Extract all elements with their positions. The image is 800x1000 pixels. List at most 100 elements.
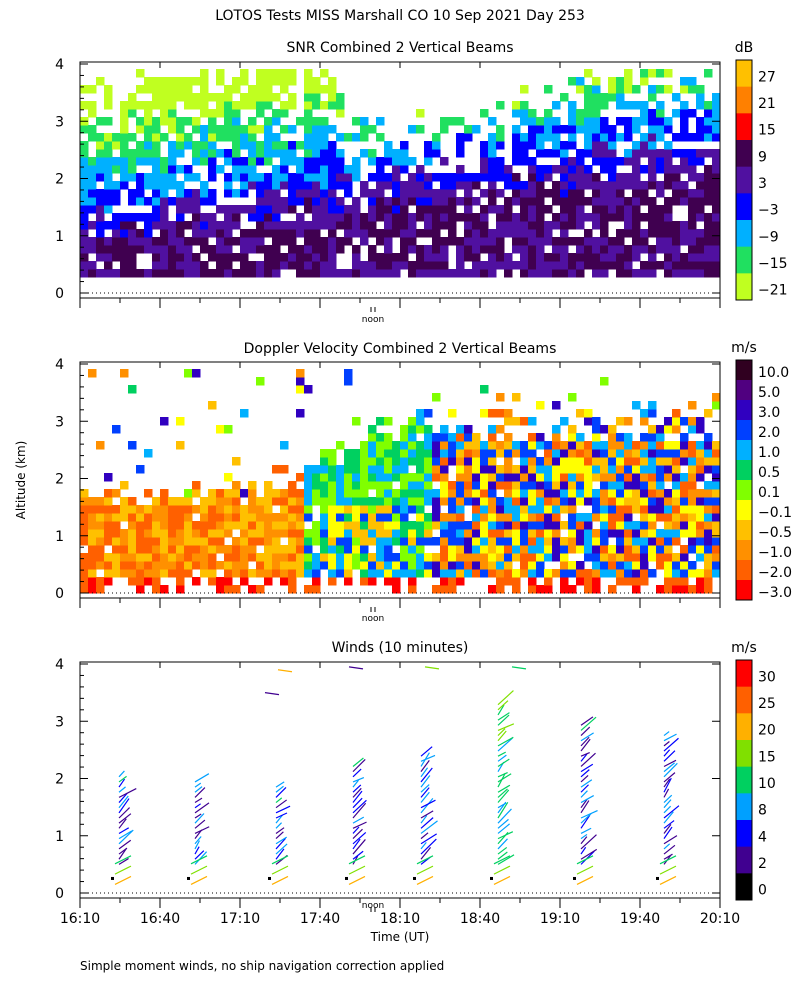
wind-barb xyxy=(497,802,507,809)
heatmap-cell xyxy=(328,505,337,514)
heatmap-cell xyxy=(584,253,593,262)
heatmap-cell xyxy=(168,561,177,570)
heatmap-cell xyxy=(424,261,433,270)
heatmap-cell xyxy=(504,165,513,174)
wind-barb xyxy=(497,838,508,850)
heatmap-cell xyxy=(248,545,257,554)
heatmap-cell xyxy=(224,205,233,214)
heatmap-cell xyxy=(648,181,657,190)
heatmap-cell xyxy=(472,237,481,246)
heatmap-cell xyxy=(456,561,465,570)
heatmap-cell xyxy=(200,125,209,134)
heatmap-cell xyxy=(656,449,665,458)
heatmap-cell xyxy=(552,505,561,514)
heatmap-cell xyxy=(688,173,697,182)
wind-barb xyxy=(576,865,594,875)
heatmap-cell xyxy=(296,173,305,182)
heatmap-cell xyxy=(600,505,609,514)
heatmap-cell xyxy=(216,125,225,134)
doppler-colorbar-unit: m/s xyxy=(731,340,757,356)
heatmap-cell xyxy=(600,245,609,254)
heatmap-cell xyxy=(152,213,161,222)
heatmap-cell xyxy=(168,245,177,254)
wind-barb xyxy=(118,847,128,855)
heatmap-cell xyxy=(664,417,673,426)
y-tick-label: 2 xyxy=(55,172,64,188)
heatmap-cell xyxy=(288,173,297,182)
heatmap-cell xyxy=(600,521,609,530)
heatmap-cell xyxy=(464,237,473,246)
wind-barb xyxy=(275,822,283,829)
heatmap-cell xyxy=(104,253,113,262)
heatmap-cell xyxy=(560,237,569,246)
wind-barb xyxy=(580,775,589,783)
heatmap-cell xyxy=(384,505,393,514)
heatmap-cell xyxy=(328,529,337,538)
colorbar-swatch xyxy=(736,166,752,194)
heatmap-cell xyxy=(400,261,409,270)
heatmap-cell xyxy=(120,141,129,150)
heatmap-cell xyxy=(576,577,585,586)
heatmap-cell xyxy=(416,545,425,554)
heatmap-cell xyxy=(528,261,537,270)
heatmap-cell xyxy=(520,229,529,238)
heatmap-cell xyxy=(696,189,705,198)
heatmap-cell xyxy=(128,497,137,506)
heatmap-cell xyxy=(688,585,697,594)
heatmap-cell xyxy=(584,537,593,546)
heatmap-cell xyxy=(168,513,177,522)
heatmap-cell xyxy=(352,261,361,270)
wind-barb xyxy=(497,714,510,726)
heatmap-cell xyxy=(376,569,385,578)
heatmap-cell xyxy=(120,181,129,190)
heatmap-cell xyxy=(288,505,297,514)
heatmap-cell xyxy=(632,545,641,554)
heatmap-cell xyxy=(240,141,249,150)
wind-barb xyxy=(118,818,127,829)
heatmap-cell xyxy=(112,561,121,570)
heatmap-cell xyxy=(408,433,417,442)
heatmap-cell xyxy=(712,569,721,578)
heatmap-cell xyxy=(480,141,489,150)
heatmap-cell xyxy=(216,425,225,434)
heatmap-cell xyxy=(592,85,601,94)
wind-barb xyxy=(580,827,592,834)
heatmap-cell xyxy=(248,521,257,530)
wind-barb xyxy=(271,855,289,865)
heatmap-cell xyxy=(208,221,217,230)
heatmap-cell xyxy=(656,213,665,222)
heatmap-cell xyxy=(208,553,217,562)
heatmap-cell xyxy=(568,497,577,506)
heatmap-cell xyxy=(552,221,561,230)
wind-barb xyxy=(663,805,672,814)
heatmap-cell xyxy=(504,205,513,214)
wind-barb xyxy=(663,777,672,793)
heatmap-cell xyxy=(432,513,441,522)
heatmap-cell xyxy=(208,269,217,278)
heatmap-cell xyxy=(504,465,513,474)
heatmap-cell xyxy=(472,505,481,514)
heatmap-cell xyxy=(136,269,145,278)
heatmap-cell xyxy=(88,181,97,190)
heatmap-cell xyxy=(216,109,225,118)
heatmap-cell xyxy=(136,577,145,586)
heatmap-cell xyxy=(120,261,129,270)
heatmap-cell xyxy=(232,497,241,506)
heatmap-cell xyxy=(624,521,633,530)
heatmap-cell xyxy=(648,149,657,158)
heatmap-cell xyxy=(184,189,193,198)
wind-barb xyxy=(576,875,594,885)
heatmap-cell xyxy=(688,253,697,262)
heatmap-cell xyxy=(88,133,97,142)
heatmap-cell xyxy=(680,109,689,118)
heatmap-cell xyxy=(584,449,593,458)
heatmap-cell xyxy=(448,189,457,198)
heatmap-cell xyxy=(312,85,321,94)
heatmap-cell xyxy=(592,117,601,126)
heatmap-cell xyxy=(96,537,105,546)
heatmap-cell xyxy=(536,141,545,150)
heatmap-cell xyxy=(512,173,521,182)
heatmap-cell xyxy=(568,569,577,578)
heatmap-cell xyxy=(192,489,201,498)
heatmap-cell xyxy=(136,237,145,246)
